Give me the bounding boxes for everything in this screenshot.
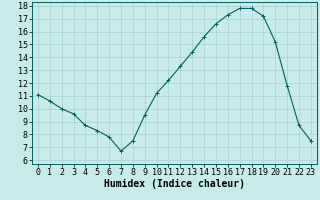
X-axis label: Humidex (Indice chaleur): Humidex (Indice chaleur)	[104, 179, 245, 189]
